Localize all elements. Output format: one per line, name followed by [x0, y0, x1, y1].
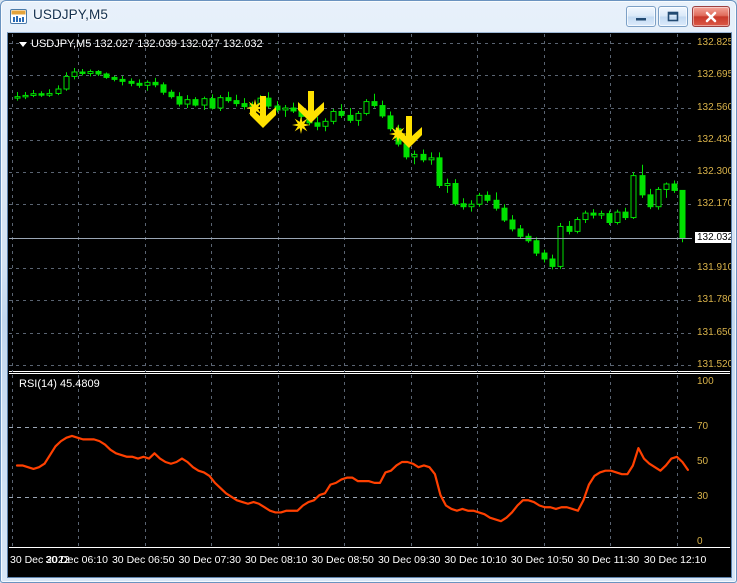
sell-arrow-1: [250, 96, 276, 128]
rsi-header: RSI(14) 45.4809: [19, 378, 100, 390]
time-axis-label: 30 Dec 08:10: [244, 554, 308, 566]
price-axis-label: 131.650: [697, 326, 732, 338]
time-axis-label: 30 Dec 08:50: [311, 554, 374, 566]
window-titlebar[interactable]: USDJPY,M5: [1, 1, 736, 32]
rsi-axis-label: 30: [697, 490, 709, 502]
price-candles-svg: [9, 34, 692, 372]
maximize-button[interactable]: [658, 6, 688, 27]
price-axis-label: 132.825: [697, 36, 732, 48]
time-axis-label: 30 Dec 09:30: [377, 554, 441, 566]
time-axis[interactable]: 30 Dec 2022 30 Dec 06:10 30 Dec 06:50 30 De…: [9, 549, 730, 576]
ohlc-text: USDJPY,M5 132.027 132.039 132.027 132.03…: [31, 38, 263, 50]
chevron-down-icon[interactable]: [19, 41, 27, 47]
chart-canvas[interactable]: USDJPY,M5 132.027 132.039 132.027 132.03…: [9, 34, 732, 576]
chart-window-icon: [10, 8, 27, 25]
time-axis-label: 30 Dec 11:30: [577, 554, 640, 566]
window-title: USDJPY,M5: [33, 7, 108, 22]
time-axis-label: 30 Dec 2022: [10, 554, 70, 566]
price-axis-label: 132.300: [697, 166, 732, 178]
time-axis-label: 30 Dec 06:10: [45, 554, 108, 566]
current-price-label: 132.032: [695, 232, 731, 244]
price-axis-label: 132.695: [697, 68, 732, 80]
time-axis-label: 30 Dec 06:50: [111, 554, 175, 566]
rsi-axis-label: 70: [697, 421, 709, 433]
close-button[interactable]: [692, 6, 730, 27]
minimize-button[interactable]: [626, 6, 656, 27]
price-plot[interactable]: [9, 34, 692, 372]
chart-client-area[interactable]: USDJPY,M5 132.027 132.039 132.027 132.03…: [7, 32, 732, 578]
price-pane[interactable]: USDJPY,M5 132.027 132.039 132.027 132.03…: [9, 34, 732, 372]
star-2: [292, 116, 310, 134]
price-axis-label: 132.560: [697, 102, 732, 113]
price-axis-label: 132.170: [697, 198, 732, 210]
star-3: [389, 125, 407, 143]
time-axis-label: 30 Dec 10:50: [510, 554, 574, 566]
rsi-axis-label: 100: [697, 376, 714, 387]
rsi-line-svg: [9, 375, 692, 549]
close-icon: [693, 7, 729, 26]
price-axis-label: 131.780: [697, 294, 732, 306]
rsi-axis-label: 0: [697, 536, 703, 547]
price-axis-label: 131.520: [697, 358, 732, 370]
sell-arrow-2: [298, 91, 324, 123]
time-axis-label: 30 Dec 10:10: [444, 554, 507, 566]
time-axis-label: 30 Dec 12:10: [643, 554, 707, 566]
price-axis-label: 131.910: [697, 262, 732, 274]
rsi-pane[interactable]: RSI(14) 45.4809 100 70 50 30 0: [9, 373, 730, 549]
sell-arrow-3: [396, 116, 422, 148]
time-axis-label: 30 Dec 07:30: [178, 554, 241, 566]
star-1: [246, 99, 264, 117]
rsi-plot[interactable]: [9, 375, 692, 549]
maximize-icon: [659, 7, 687, 26]
price-axis-label: 132.430: [697, 134, 732, 146]
minimize-icon: [627, 7, 655, 26]
ohlc-header: USDJPY,M5 132.027 132.039 132.027 132.03…: [19, 38, 263, 50]
rsi-axis-label: 50: [697, 456, 709, 467]
